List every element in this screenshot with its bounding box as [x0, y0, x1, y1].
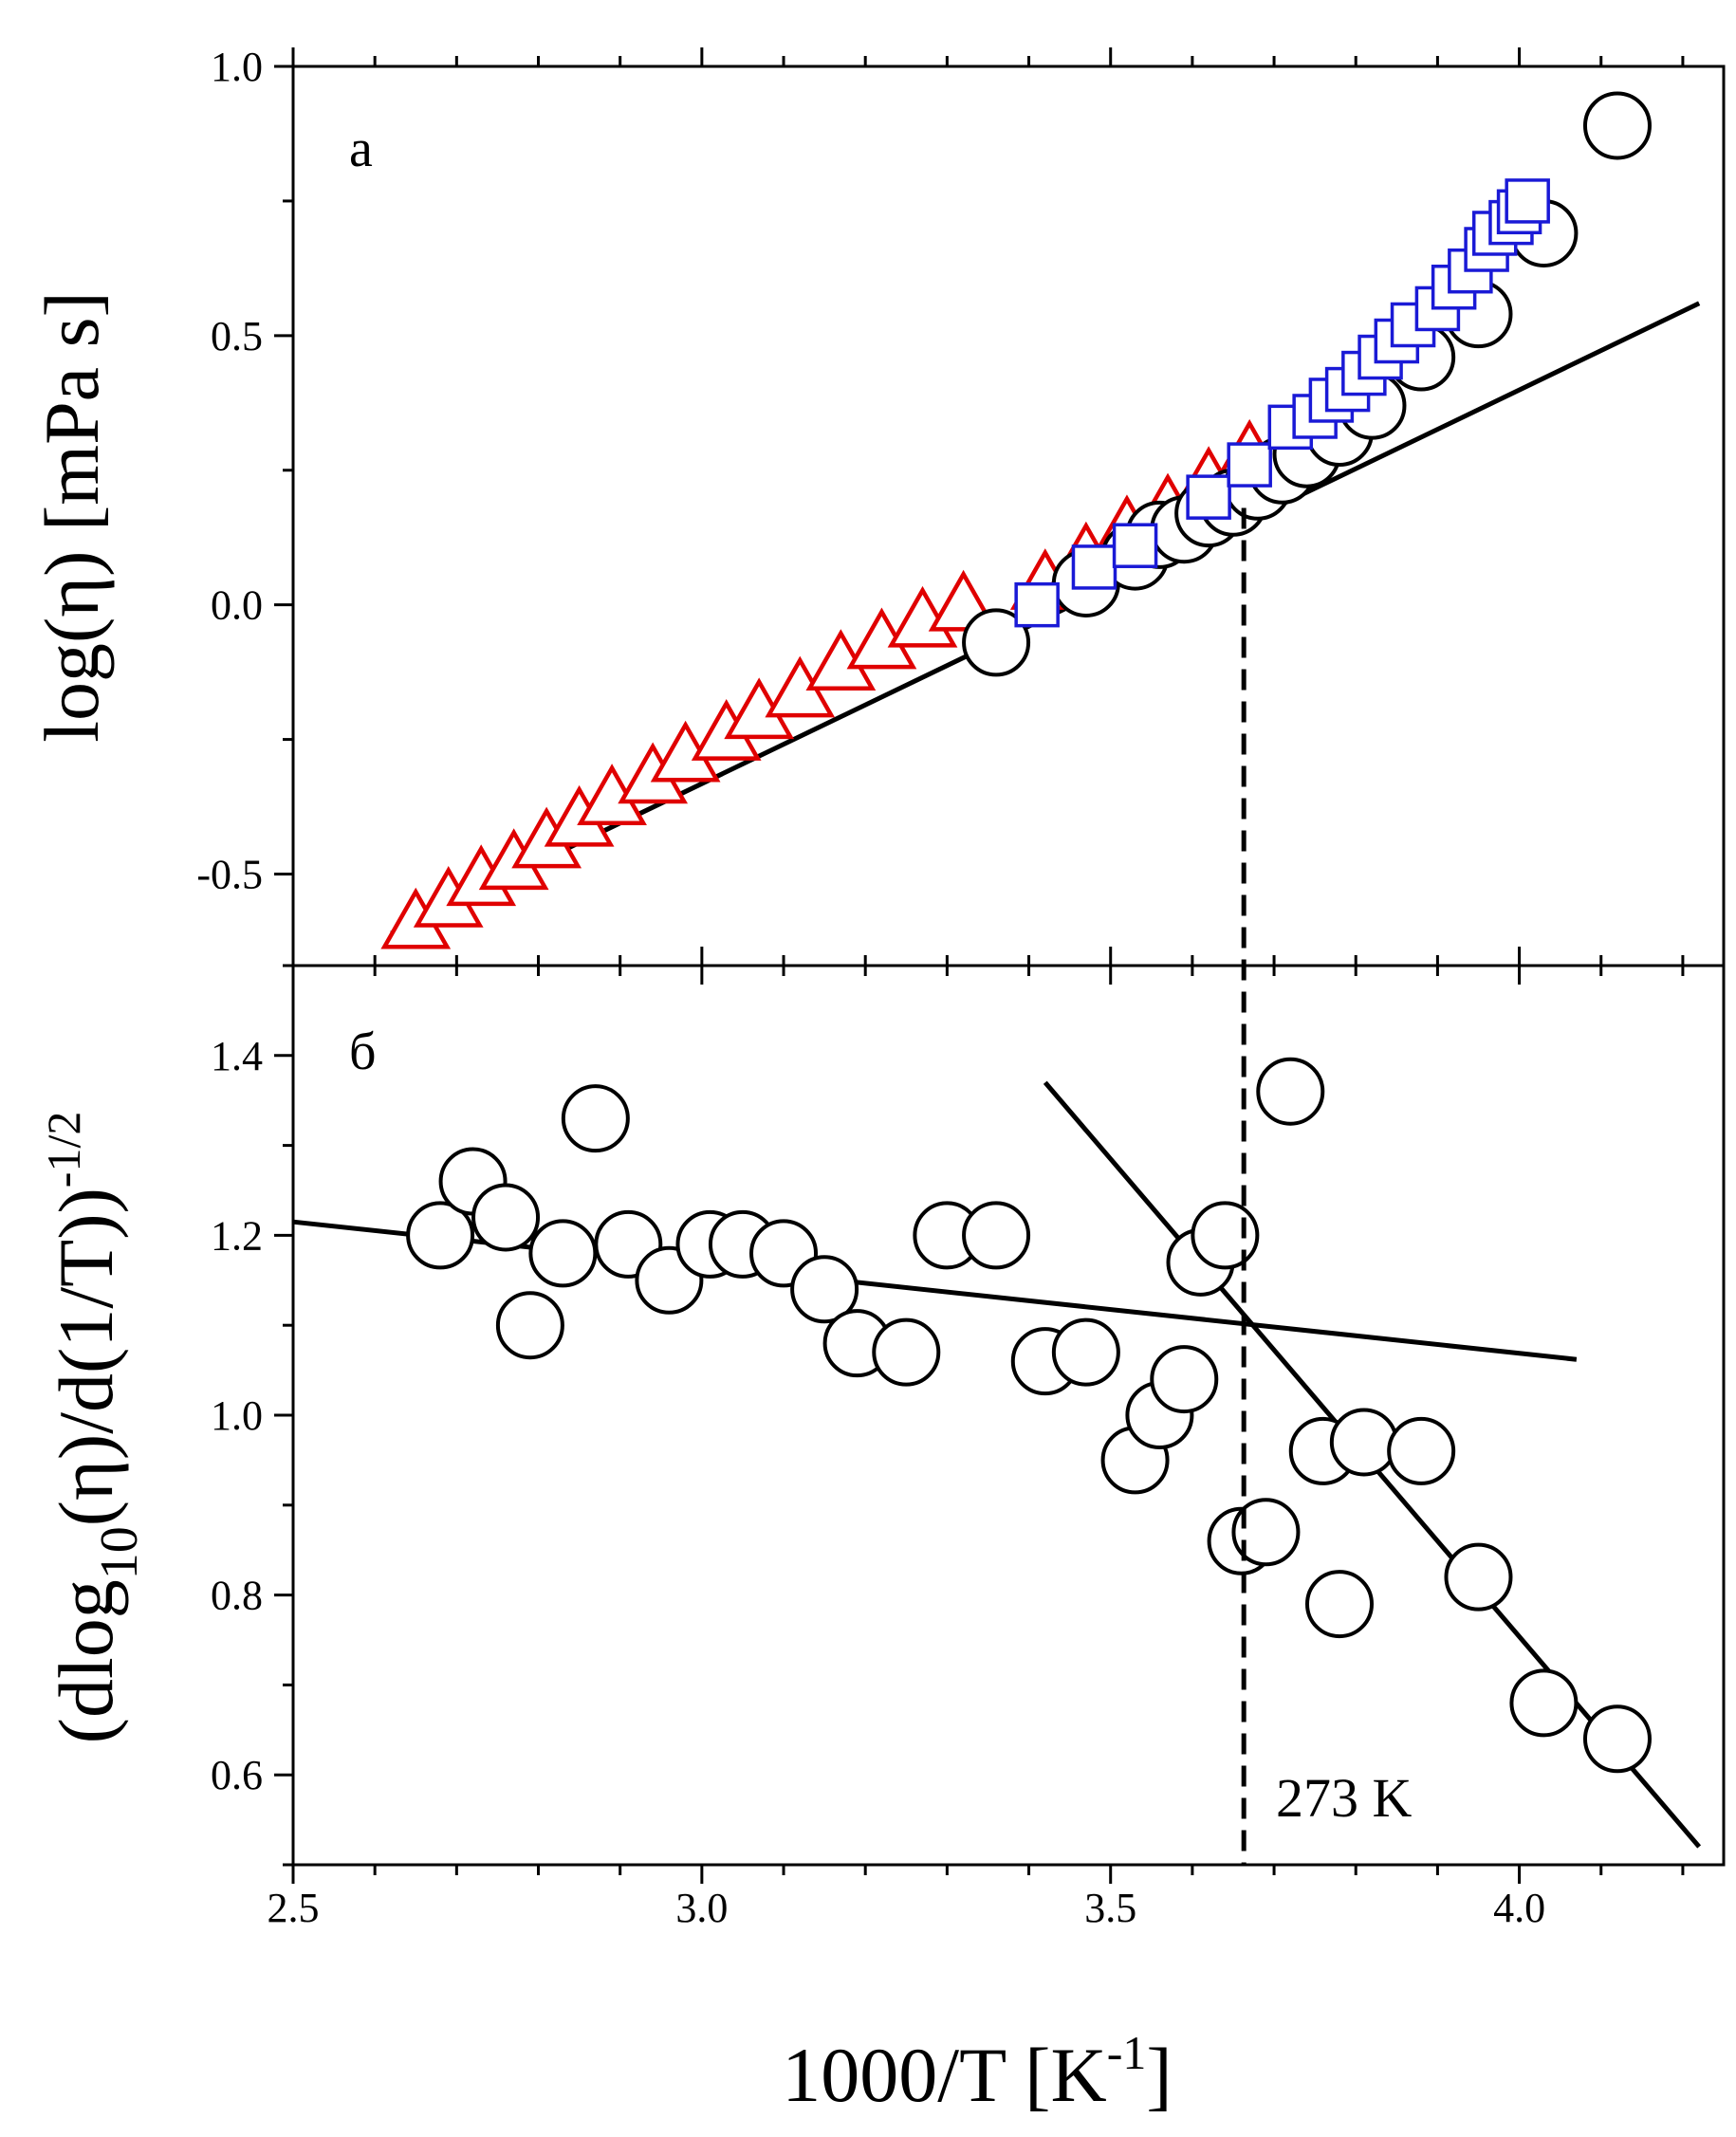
panel-a-y-tick-label: 1.0 — [211, 44, 263, 90]
panel-b-y-tick-label: 0.8 — [211, 1573, 263, 1619]
data-point-circle — [1231, 1498, 1301, 1567]
panel-b-marks — [406, 1057, 1652, 1774]
data-point-circle — [1329, 1408, 1398, 1477]
data-point-square — [1186, 474, 1231, 520]
x-tick-label: 2.5 — [268, 1885, 320, 1931]
data-point-circle — [872, 1317, 941, 1387]
data-point-circle — [962, 608, 1031, 677]
data-point-square — [1112, 523, 1158, 568]
panel-b-ticks: 0.6 0.8 1.0 1.2 1.4 2.5 3.0 3.5 4.0 — [211, 947, 1685, 1931]
panel-a-ticks: -0.5 0.0 0.5 1.0 — [196, 44, 1685, 985]
data-point-circle — [1387, 1416, 1456, 1485]
data-point-circle — [1256, 1057, 1325, 1126]
data-point-circle — [406, 1201, 475, 1270]
data-point-circle — [1051, 1317, 1120, 1387]
panel-a-y-axis-title: log(η) [mPa s] — [28, 291, 115, 743]
data-point-circle — [561, 1084, 630, 1153]
panel-b-label: б — [349, 1022, 377, 1081]
panel-b-y-tick-label: 1.0 — [211, 1392, 263, 1439]
data-point-circle — [1509, 1668, 1579, 1738]
data-point-square — [1014, 581, 1060, 628]
data-point-circle — [790, 1255, 859, 1324]
x-axis-title: 1000/T [K-1] — [782, 2026, 1172, 2118]
panel-a-y-tick-label: 0.0 — [211, 582, 263, 629]
x-tick-label: 3.5 — [1084, 1885, 1136, 1931]
panel-a: -0.5 0.0 0.5 1.0 а log(η) [mPa s] — [28, 44, 1726, 985]
data-point-circle — [471, 1183, 541, 1252]
data-point-circle — [1150, 1345, 1219, 1414]
temperature-annotation: 273 K — [1276, 1767, 1413, 1829]
data-point-circle — [1191, 1201, 1260, 1270]
panel-a-label: а — [349, 120, 373, 178]
data-point-circle — [1304, 1570, 1374, 1639]
panel-a-y-tick-label: 0.5 — [211, 313, 263, 359]
data-point-square — [1071, 544, 1117, 590]
x-tick-label: 3.0 — [675, 1885, 728, 1931]
data-point-circle — [1444, 1542, 1513, 1612]
panel-b-y-tick-label: 1.4 — [211, 1033, 263, 1079]
data-point-circle — [528, 1219, 598, 1288]
panel-b-y-tick-label: 0.6 — [211, 1752, 263, 1798]
data-point-circle — [962, 1201, 1031, 1270]
data-point-circle — [1582, 1704, 1652, 1774]
data-point-circle — [1582, 91, 1652, 160]
data-point-circle — [495, 1291, 564, 1360]
x-tick-label: 4.0 — [1493, 1885, 1545, 1931]
panel-b: 0.6 0.8 1.0 1.2 1.4 2.5 3.0 3.5 4.0 б 273 K (dlo… — [37, 947, 1726, 2118]
panel-b-y-axis-title: (dlog10(η)/d(1/T))-1/2 — [37, 1112, 149, 1744]
panel-a-y-tick-label: -0.5 — [196, 851, 263, 897]
data-point-square — [1227, 442, 1272, 488]
panel-a-marks — [380, 91, 1652, 949]
data-point-square — [1505, 178, 1550, 224]
panel-b-y-tick-label: 1.2 — [211, 1212, 263, 1259]
